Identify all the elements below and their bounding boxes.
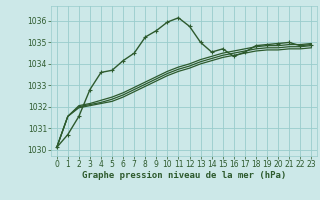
X-axis label: Graphe pression niveau de la mer (hPa): Graphe pression niveau de la mer (hPa) [82, 171, 286, 180]
